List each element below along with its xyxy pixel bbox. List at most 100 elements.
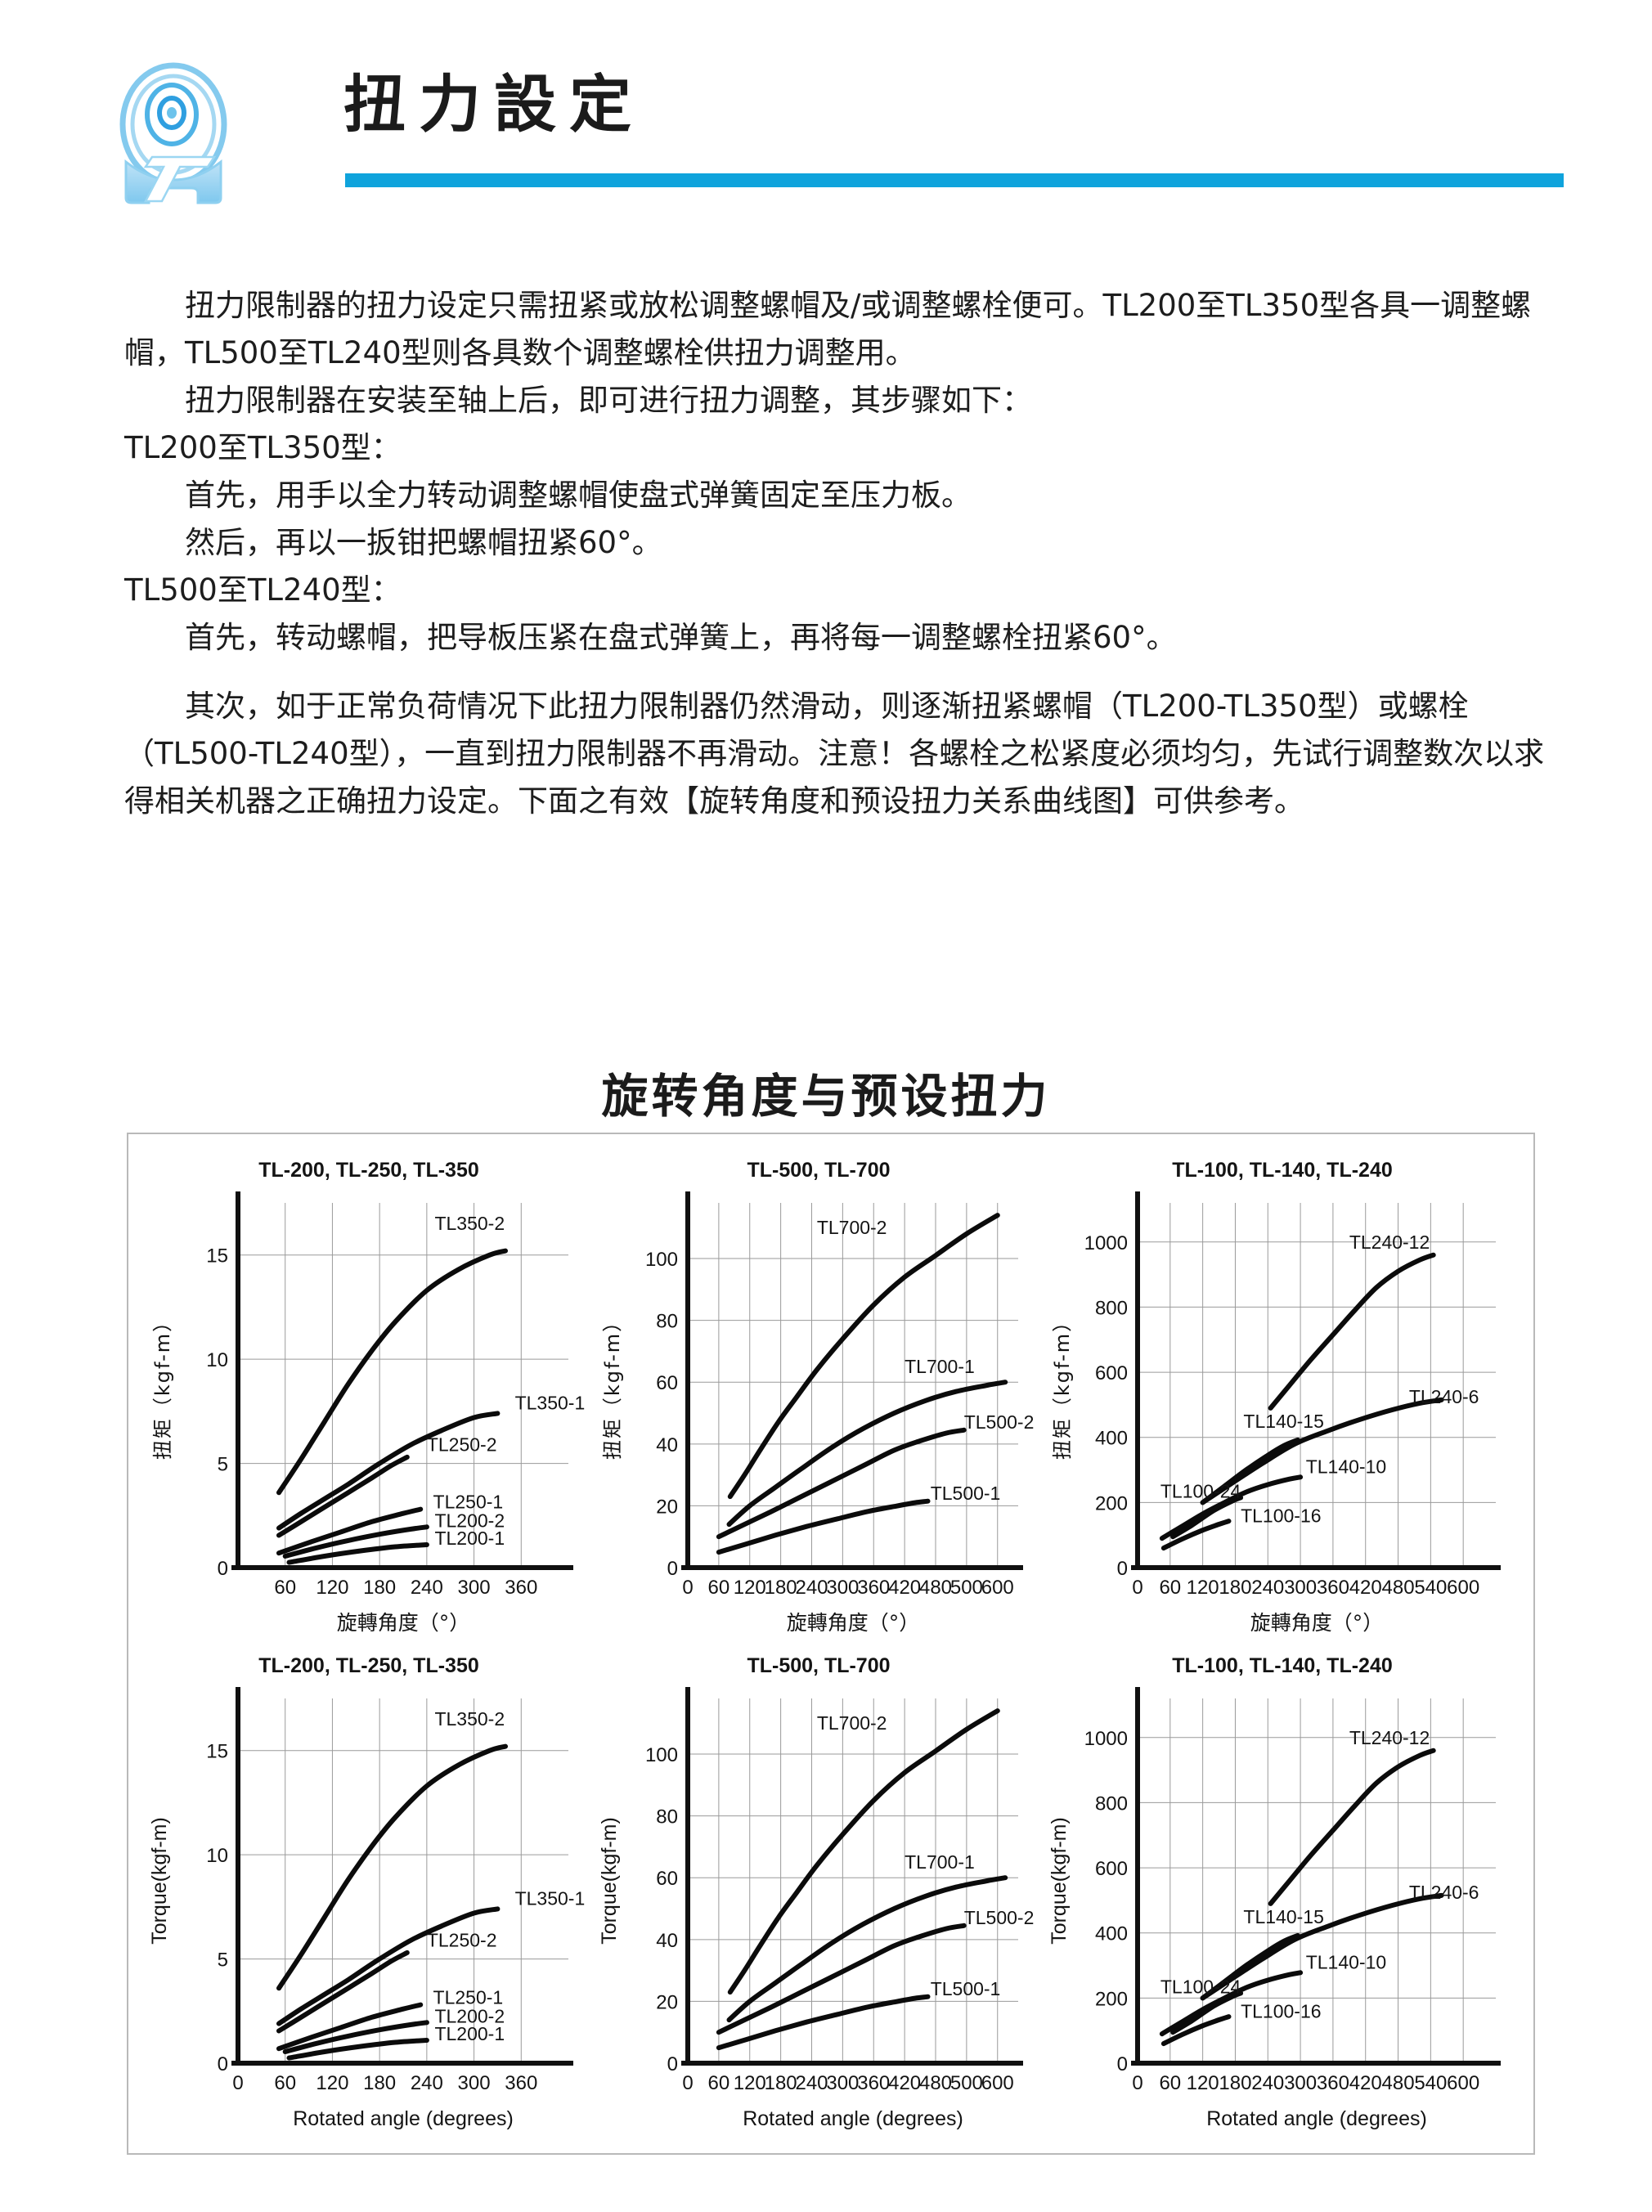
y-tick-label: 40 xyxy=(656,1434,678,1456)
y-tick-label: 80 xyxy=(656,1311,678,1333)
series-label: TL100-16 xyxy=(1241,2000,1321,2021)
y-tick-label: 5 xyxy=(218,1950,228,1972)
series-curve xyxy=(286,1542,429,1565)
y-tick-label: 1000 xyxy=(1084,1728,1128,1750)
series-label: TL240-12 xyxy=(1349,1727,1430,1748)
series-label: TL700-2 xyxy=(817,1217,887,1238)
x-tick-label: 600 xyxy=(1447,2072,1479,2094)
series-label: TL240-6 xyxy=(1409,1386,1479,1407)
series-curve xyxy=(276,1506,424,1556)
chart-title: TL-500, TL-700 xyxy=(747,1159,890,1182)
y-tick-label: 100 xyxy=(645,1249,678,1271)
series-curve xyxy=(1200,1932,1300,2001)
y-tick-label: 400 xyxy=(1095,1923,1128,1945)
series-label: TL100-24 xyxy=(1160,1480,1241,1501)
y-tick-label: 0 xyxy=(218,1558,228,1580)
charts-section-title: 旋转角度与预设扭力 xyxy=(601,1070,1051,1124)
x-tick-label: 480 xyxy=(1382,1577,1415,1599)
x-tick-label: 240 xyxy=(411,1577,443,1599)
paragraph-spacer xyxy=(124,662,1547,683)
x-tick-label: 500 xyxy=(950,1577,983,1599)
series-curve xyxy=(716,1427,967,1540)
series-curve xyxy=(286,2038,429,2061)
y-tick-label: 15 xyxy=(206,1245,228,1268)
x-tick-label: 180 xyxy=(765,2072,797,2094)
x-tick-label: 180 xyxy=(1219,1577,1251,1599)
body-copy: 扭力限制器的扭力设定只需扭紧或放松调整螺帽及/或调整螺栓便可。TL200至TL3… xyxy=(124,282,1547,825)
x-tick-label: 300 xyxy=(458,1577,491,1599)
series-curve xyxy=(716,1923,967,2035)
series-label: TL200-1 xyxy=(434,1528,505,1549)
series-curve xyxy=(1268,1748,1436,1906)
x-tick-label: 600 xyxy=(981,1577,1014,1599)
y-axis-title: 扭矩（kgf-m） xyxy=(1051,1311,1074,1460)
series-label: TL500-2 xyxy=(964,1907,1035,1928)
y-tick-label: 400 xyxy=(1095,1428,1128,1450)
series-curve xyxy=(1160,1519,1232,1551)
series-curve xyxy=(726,1380,1008,1528)
x-tick-label: 240 xyxy=(795,1577,828,1599)
x-tick-label: 120 xyxy=(734,2072,766,2094)
y-tick-label: 0 xyxy=(218,2053,228,2075)
x-tick-label: 180 xyxy=(363,2072,396,2094)
x-tick-label: 180 xyxy=(363,1577,396,1599)
series-label: TL700-1 xyxy=(905,1851,975,1873)
y-axis-title: Torque(kgf-m) xyxy=(598,1817,621,1945)
series-curve xyxy=(276,1743,508,1991)
x-tick-label: 60 xyxy=(274,2072,296,2094)
y-tick-label: 0 xyxy=(667,1558,678,1580)
x-tick-label: 360 xyxy=(505,2072,537,2094)
x-tick-label: 420 xyxy=(888,1577,921,1599)
x-tick-label: 0 xyxy=(682,2072,693,2094)
x-tick-label: 240 xyxy=(1251,2072,1284,2094)
series-label: TL350-1 xyxy=(515,1392,586,1413)
y-tick-label: 600 xyxy=(1095,1858,1128,1880)
series-label: TL500-1 xyxy=(931,1483,1001,1504)
chart-title: TL-100, TL-140, TL-240 xyxy=(1172,1654,1393,1677)
y-tick-label: 40 xyxy=(656,1930,678,1952)
chart-svg: TL-100, TL-140, TL-240 0 200 400 600 800 1000 0… xyxy=(1048,1654,1501,2130)
x-tick-label: 360 xyxy=(857,1577,890,1599)
x-tick-label: 480 xyxy=(919,2072,952,2094)
chart-cell-cjk-3: TL-100, TL-140, TL-240 0 200 400 600 800 1000 0… xyxy=(1041,1152,1524,1643)
series-label: TL500-1 xyxy=(931,1978,1001,1999)
y-tick-label: 0 xyxy=(1117,1558,1128,1580)
x-tick-label: 240 xyxy=(411,2072,443,2094)
series-curve xyxy=(276,2002,424,2052)
series-label: TL250-1 xyxy=(433,1491,504,1512)
paragraph-install: 扭力限制器在安装至轴上后，即可进行扭力调整，其步骤如下： xyxy=(185,383,1032,418)
x-tick-label: 360 xyxy=(1317,1577,1349,1599)
series-label: TL100-24 xyxy=(1160,1976,1241,1997)
paragraph-intro: 扭力限制器的扭力设定只需扭紧或放松调整螺帽及/或调整螺栓便可。TL200至TL3… xyxy=(124,288,1532,370)
series-curve xyxy=(727,1708,1000,1995)
series-curve xyxy=(1200,1397,1444,1505)
series-label: TL140-10 xyxy=(1306,1952,1386,1973)
y-tick-label: 100 xyxy=(645,1744,678,1766)
x-tick-label: 540 xyxy=(1414,1577,1447,1599)
x-tick-label: 120 xyxy=(316,2072,348,2094)
page-title: 扭力設定 xyxy=(343,68,644,141)
x-tick-label: 60 xyxy=(708,2072,730,2094)
series-curve xyxy=(716,1994,931,2051)
x-axis-title: Rotated angle (degrees) xyxy=(743,2107,963,2130)
series-label: TL700-2 xyxy=(817,1712,887,1734)
y-tick-label: 10 xyxy=(206,1845,228,1867)
series-label: TL500-2 xyxy=(964,1411,1035,1433)
y-tick-label: 60 xyxy=(656,1868,678,1890)
y-tick-label: 15 xyxy=(206,1741,228,1763)
chart-title: TL-100, TL-140, TL-240 xyxy=(1172,1159,1393,1182)
series-curve xyxy=(1200,1437,1300,1505)
paragraph-model-range-b: TL500至TL240型： xyxy=(124,572,402,608)
series-curve xyxy=(276,1454,410,1538)
series-label: TL250-2 xyxy=(427,1929,497,1950)
x-tick-label: 420 xyxy=(888,2072,921,2094)
series-curve xyxy=(276,1248,508,1496)
chart-title: TL-200, TL-250, TL-350 xyxy=(258,1654,479,1677)
series-label: TL350-2 xyxy=(434,1708,505,1730)
y-tick-label: 600 xyxy=(1095,1362,1128,1384)
y-tick-label: 20 xyxy=(656,1496,678,1518)
series-curve xyxy=(276,1950,410,2034)
x-tick-label: 240 xyxy=(795,2072,828,2094)
x-axis-title: 旋轉角度（°） xyxy=(337,1611,470,1635)
